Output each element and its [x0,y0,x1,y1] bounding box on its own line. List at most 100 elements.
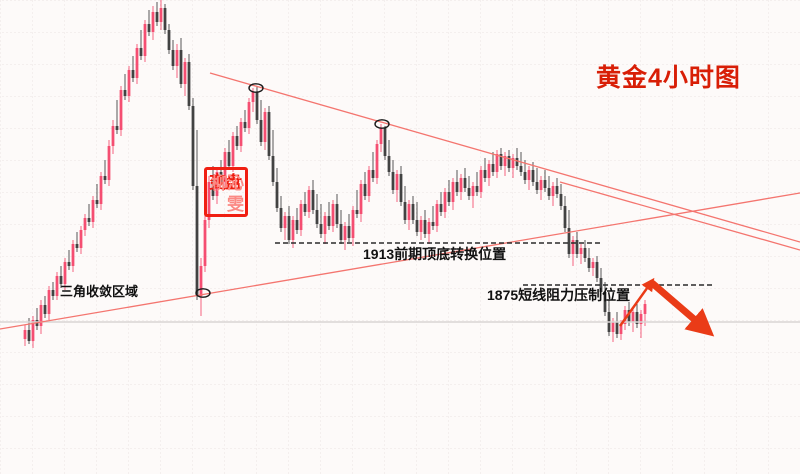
candlestick [519,152,523,176]
candlestick [347,214,351,242]
candlestick [391,160,395,194]
candlestick [339,210,343,244]
candlestick [455,170,459,196]
candlestick [555,178,559,198]
candlestick [267,106,271,160]
candlestick [315,194,319,228]
candlestick [335,194,339,228]
candlestick [587,248,591,272]
candlestick [243,110,247,132]
candlestick [191,98,195,190]
candlestick [83,214,87,236]
candlestick [279,196,283,232]
candlestick [75,232,79,252]
candlestick [39,300,43,334]
candlestick [415,202,419,236]
candlestick [71,240,75,272]
candlestick [123,74,127,100]
candlestick [103,160,107,184]
candlestick [67,250,71,270]
candlestick [527,166,531,190]
candlestick [635,304,639,328]
candlestick [23,325,27,346]
rebound-arrow-up [618,277,655,327]
candlestick [143,20,147,62]
candlestick [515,148,519,170]
candlestick [163,4,167,34]
candlestick [471,182,475,208]
candlestick [419,216,423,240]
watermark-stamp: 变盘 柳沁雯 [204,167,248,217]
candlestick [427,218,431,244]
candlestick [195,130,199,300]
candlestick [239,118,243,152]
candlestick [447,180,451,206]
candlestick [183,58,187,96]
candlestick [311,180,315,214]
candlestick [423,210,427,238]
candlestick [91,196,95,228]
candlestick [583,240,587,262]
candlestick [215,168,219,204]
candlestick [435,200,439,232]
candlestick [171,40,175,70]
candlestick [547,176,551,200]
candlestick [543,170,547,192]
candlestick [575,232,579,258]
candlestick [571,236,575,266]
candlestick [343,222,347,250]
candlestick [467,176,471,200]
candlestick [595,256,599,282]
horizontal-level-group [275,242,712,286]
breakdown-arrow-down [649,280,715,337]
watermark-stamp-light-text: 柳沁雯 [211,174,244,214]
secondary-descending [559,181,800,251]
candlestick [407,200,411,230]
candlestick [303,192,307,216]
candlestick [299,200,303,236]
candlestick [431,206,435,230]
candlestick [263,108,267,150]
candlestick [119,86,123,136]
candlestick [203,214,207,272]
candlestick [107,140,111,186]
candlestick [175,44,179,78]
candlestick [487,160,491,186]
candlestick [479,166,483,198]
candlestick [359,180,363,222]
candlestick [603,282,607,316]
candlestick [511,154,515,178]
candlestick [295,208,299,234]
candlestick [99,172,103,210]
candlestick [43,296,47,318]
candlestick [387,140,391,176]
candlestick [395,170,399,202]
candlestick [187,54,191,110]
candlestick [483,158,487,182]
candlestick [371,152,375,182]
candlestick [79,226,83,254]
candlestick [207,176,211,228]
candlestick [155,2,159,26]
candlestick [631,308,635,332]
candlestick [551,182,555,206]
candlestick [523,160,527,184]
candlestick [259,100,263,146]
candlestick-series [23,0,647,348]
candlestick [507,150,511,172]
candlestick [503,152,507,176]
candlestick [463,168,467,192]
candlestick [51,282,55,300]
candlestick [247,98,251,134]
candlestick [283,212,287,240]
candlestick [475,172,479,196]
candlestick [375,140,379,184]
candlestick [167,24,171,54]
candlestick [443,188,447,218]
candlestick [535,168,539,194]
candlestick [287,206,291,244]
candlestick [459,174,463,200]
candlestick [235,126,239,150]
candlestick [179,38,183,88]
